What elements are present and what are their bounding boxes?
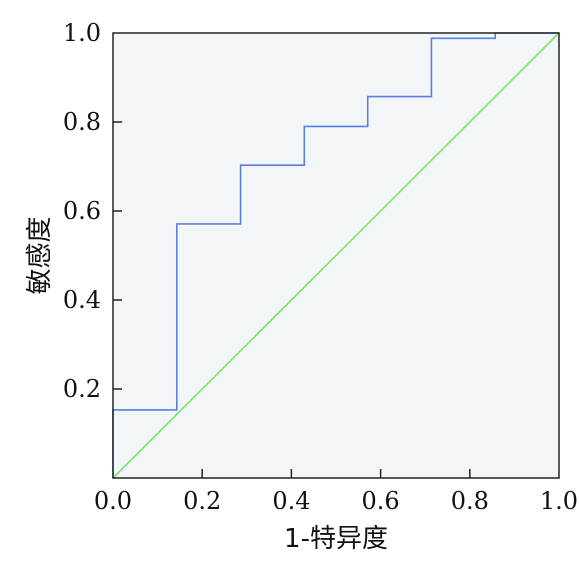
x-tick-label: 0.8	[451, 487, 489, 515]
x-tick-label: 0.6	[362, 487, 400, 515]
x-tick-label: 1.0	[540, 487, 578, 515]
y-tick-label: 1.0	[63, 19, 101, 47]
reference-diagonal-line	[112, 32, 560, 479]
y-tick-label: 0.2	[63, 375, 101, 403]
x-axis-title: 1-特异度	[284, 524, 388, 554]
x-tick-label: 0.2	[183, 487, 221, 515]
plot-frame	[112, 32, 560, 479]
roc-step-line	[112, 32, 559, 478]
x-tick-label: 0.0	[94, 487, 132, 515]
tick-labels: 0.0 0.2 0.4 0.6 0.8 1.0 0.2 0.4 0.6 0.8 1.0	[63, 19, 578, 515]
tick-marks	[113, 121, 471, 478]
y-tick-label: 0.6	[63, 197, 101, 225]
y-axis-title: 敏感度	[25, 216, 55, 294]
y-tick-label: 0.4	[63, 286, 101, 314]
series-layer	[112, 32, 560, 479]
y-tick-label: 0.8	[63, 108, 101, 136]
x-tick-label: 0.4	[272, 487, 310, 515]
